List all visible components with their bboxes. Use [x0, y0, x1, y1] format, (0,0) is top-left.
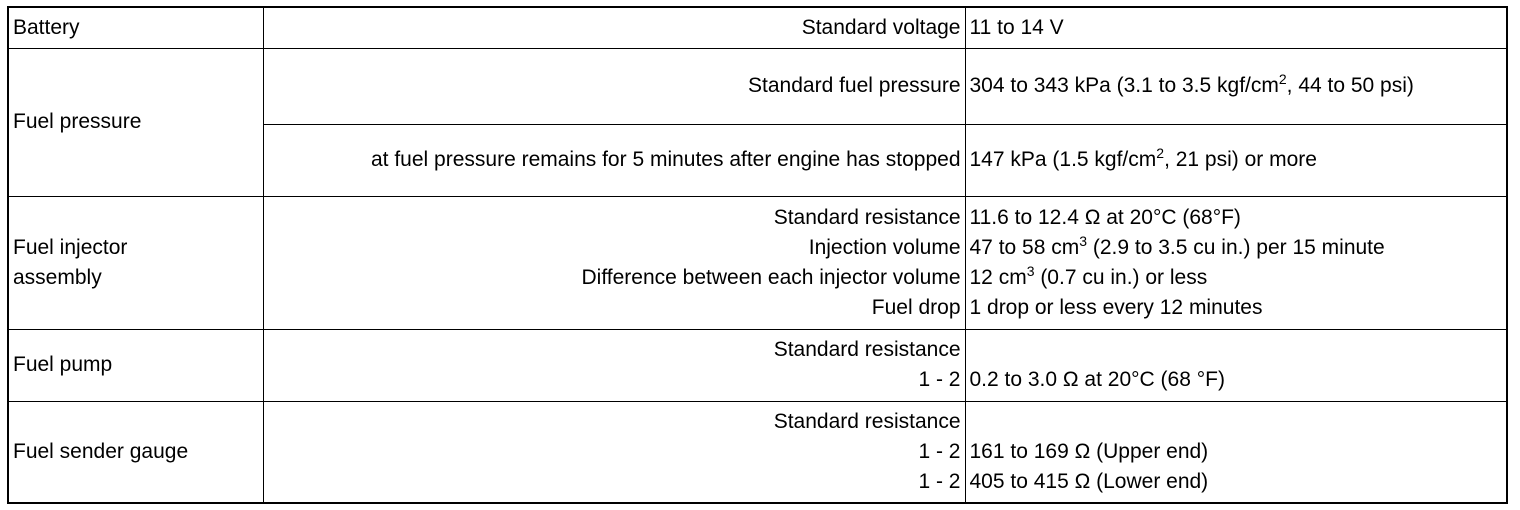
superscript: 2 — [1278, 71, 1287, 87]
value-line: 11.6 to 12.4 Ω at 20°C (68°F) — [970, 203, 1503, 233]
item-cell: Battery — [7, 6, 264, 49]
value-cell: 11 to 14 V — [964, 6, 1508, 49]
condition-cell: Standard resistance Injection volume Diffe… — [262, 195, 966, 330]
value-line: 0.2 to 3.0 Ω at 20°C (68 °F) — [970, 365, 1503, 395]
value-cell: 304 to 343 kPa (3.1 to 3.5 kgf/cm2, 44 t… — [964, 47, 1508, 125]
table-row: Battery Standard voltage 11 to 14 V — [7, 6, 1508, 49]
table-row: at fuel pressure remains for 5 minutes a… — [8, 123, 1508, 197]
condition-text: 1 - 2 — [918, 439, 961, 463]
condition-text: at fuel pressure remains for 5 minutes a… — [371, 148, 961, 171]
condition-cell: at fuel pressure remains for 5 minutes a… — [262, 123, 966, 197]
value-line: 304 to 343 kPa (3.1 to 3.5 kgf/cm2, 44 t… — [970, 71, 1503, 101]
condition-text: Fuel drop — [871, 295, 961, 319]
value-text: (0.7 cu in.) or less — [1034, 265, 1208, 289]
value-line: 11 to 14 V — [970, 13, 1503, 43]
value-cell: 147 kPa (1.5 kgf/cm2, 21 psi) or more — [964, 123, 1508, 197]
item-cell: Fuel pressure — [7, 47, 264, 197]
item-text: Fuel pressure — [13, 110, 142, 133]
condition-cell: Standard resistance 1 - 2 — [262, 328, 966, 402]
value-text: 47 to 58 cm — [969, 235, 1080, 259]
value-text: 405 to 415 Ω (Lower end) — [969, 469, 1209, 493]
item-text: Fuel pump — [13, 353, 113, 376]
table-row: Fuel sender gauge Standard resistance 1 - … — [7, 400, 1508, 504]
condition-text: Standard voltage — [801, 15, 961, 39]
value-cell: 11.6 to 12.4 Ω at 20°C (68°F) 47 to 58 cm… — [964, 195, 1508, 330]
item-text: Fuel injector — [13, 235, 128, 259]
value-text: 1 drop or less every 12 minutes — [969, 295, 1263, 319]
value-text: 11 to 14 V — [969, 15, 1064, 39]
value-text: 304 to 343 kPa (3.1 to 3.5 kgf/cm — [969, 74, 1279, 97]
superscript: 3 — [1026, 262, 1035, 279]
table-row: Fuel pressure Standard fuel pressure 304 t… — [7, 47, 1508, 197]
condition-cell: Standard fuel pressure — [262, 47, 966, 125]
condition-cell: Standard resistance 1 - 2 1 - 2 — [262, 400, 966, 504]
item-cell: Fuel sender gauge — [7, 400, 264, 504]
value-text: 11.6 to 12.4 Ω at 20°C (68°F) — [969, 205, 1241, 229]
item-text: Battery — [13, 15, 80, 39]
condition-text: Standard resistance — [773, 409, 961, 433]
value-cell: 0.2 to 3.0 Ω at 20°C (68 °F) — [964, 328, 1508, 402]
value-cell: 161 to 169 Ω (Upper end) 405 to 415 Ω (Lo… — [964, 400, 1508, 504]
value-line: 47 to 58 cm3 (2.9 to 3.5 cu in.) per 15 … — [970, 233, 1503, 263]
value-line: 147 kPa (1.5 kgf/cm2, 21 psi) or more — [970, 145, 1503, 175]
condition-text: 1 - 2 — [918, 469, 961, 493]
superscript: 2 — [1156, 145, 1165, 161]
condition-text: 1 - 2 — [918, 368, 961, 391]
value-text: (2.9 to 3.5 cu in.) per 15 minute — [1087, 235, 1385, 259]
value-text: 12 cm — [969, 265, 1027, 289]
table-row: Fuel injector assembly Standard resistance… — [7, 195, 1508, 330]
condition-cell: Standard voltage — [262, 6, 966, 49]
value-text: , 21 psi) or more — [1164, 148, 1317, 171]
value-text: 0.2 to 3.0 Ω at 20°C (68 °F) — [969, 368, 1225, 391]
superscript: 3 — [1079, 232, 1088, 249]
value-text: , 44 to 50 psi) — [1286, 74, 1414, 97]
value-line: 12 cm3 (0.7 cu in.) or less — [970, 263, 1503, 293]
value-text: 161 to 169 Ω (Upper end) — [969, 439, 1209, 463]
table-body: Battery Standard voltage 11 to 14 V Fuel pr… — [7, 6, 1508, 504]
item-text: Fuel sender gauge — [13, 439, 189, 463]
spec-table: Battery Standard voltage 11 to 14 V Fuel pr… — [7, 6, 1508, 504]
condition-text: Standard resistance — [773, 338, 961, 361]
item-cell: Fuel pump — [7, 328, 264, 402]
value-line: 1 drop or less every 12 minutes — [970, 293, 1503, 323]
table-row: Fuel pump Standard resistance 1 - 2 0.2 to … — [7, 328, 1508, 402]
value-line: 405 to 415 Ω (Lower end) — [970, 467, 1503, 497]
condition-text: Standard resistance — [773, 205, 961, 229]
item-text: assembly — [13, 265, 102, 289]
value-text: 147 kPa (1.5 kgf/cm — [969, 148, 1157, 171]
condition-text: Standard fuel pressure — [748, 74, 961, 97]
condition-text: Difference between each injector volume — [581, 265, 961, 289]
item-cell: Fuel injector assembly — [7, 195, 264, 330]
value-line: 161 to 169 Ω (Upper end) — [970, 437, 1503, 467]
condition-text: Injection volume — [808, 235, 961, 259]
